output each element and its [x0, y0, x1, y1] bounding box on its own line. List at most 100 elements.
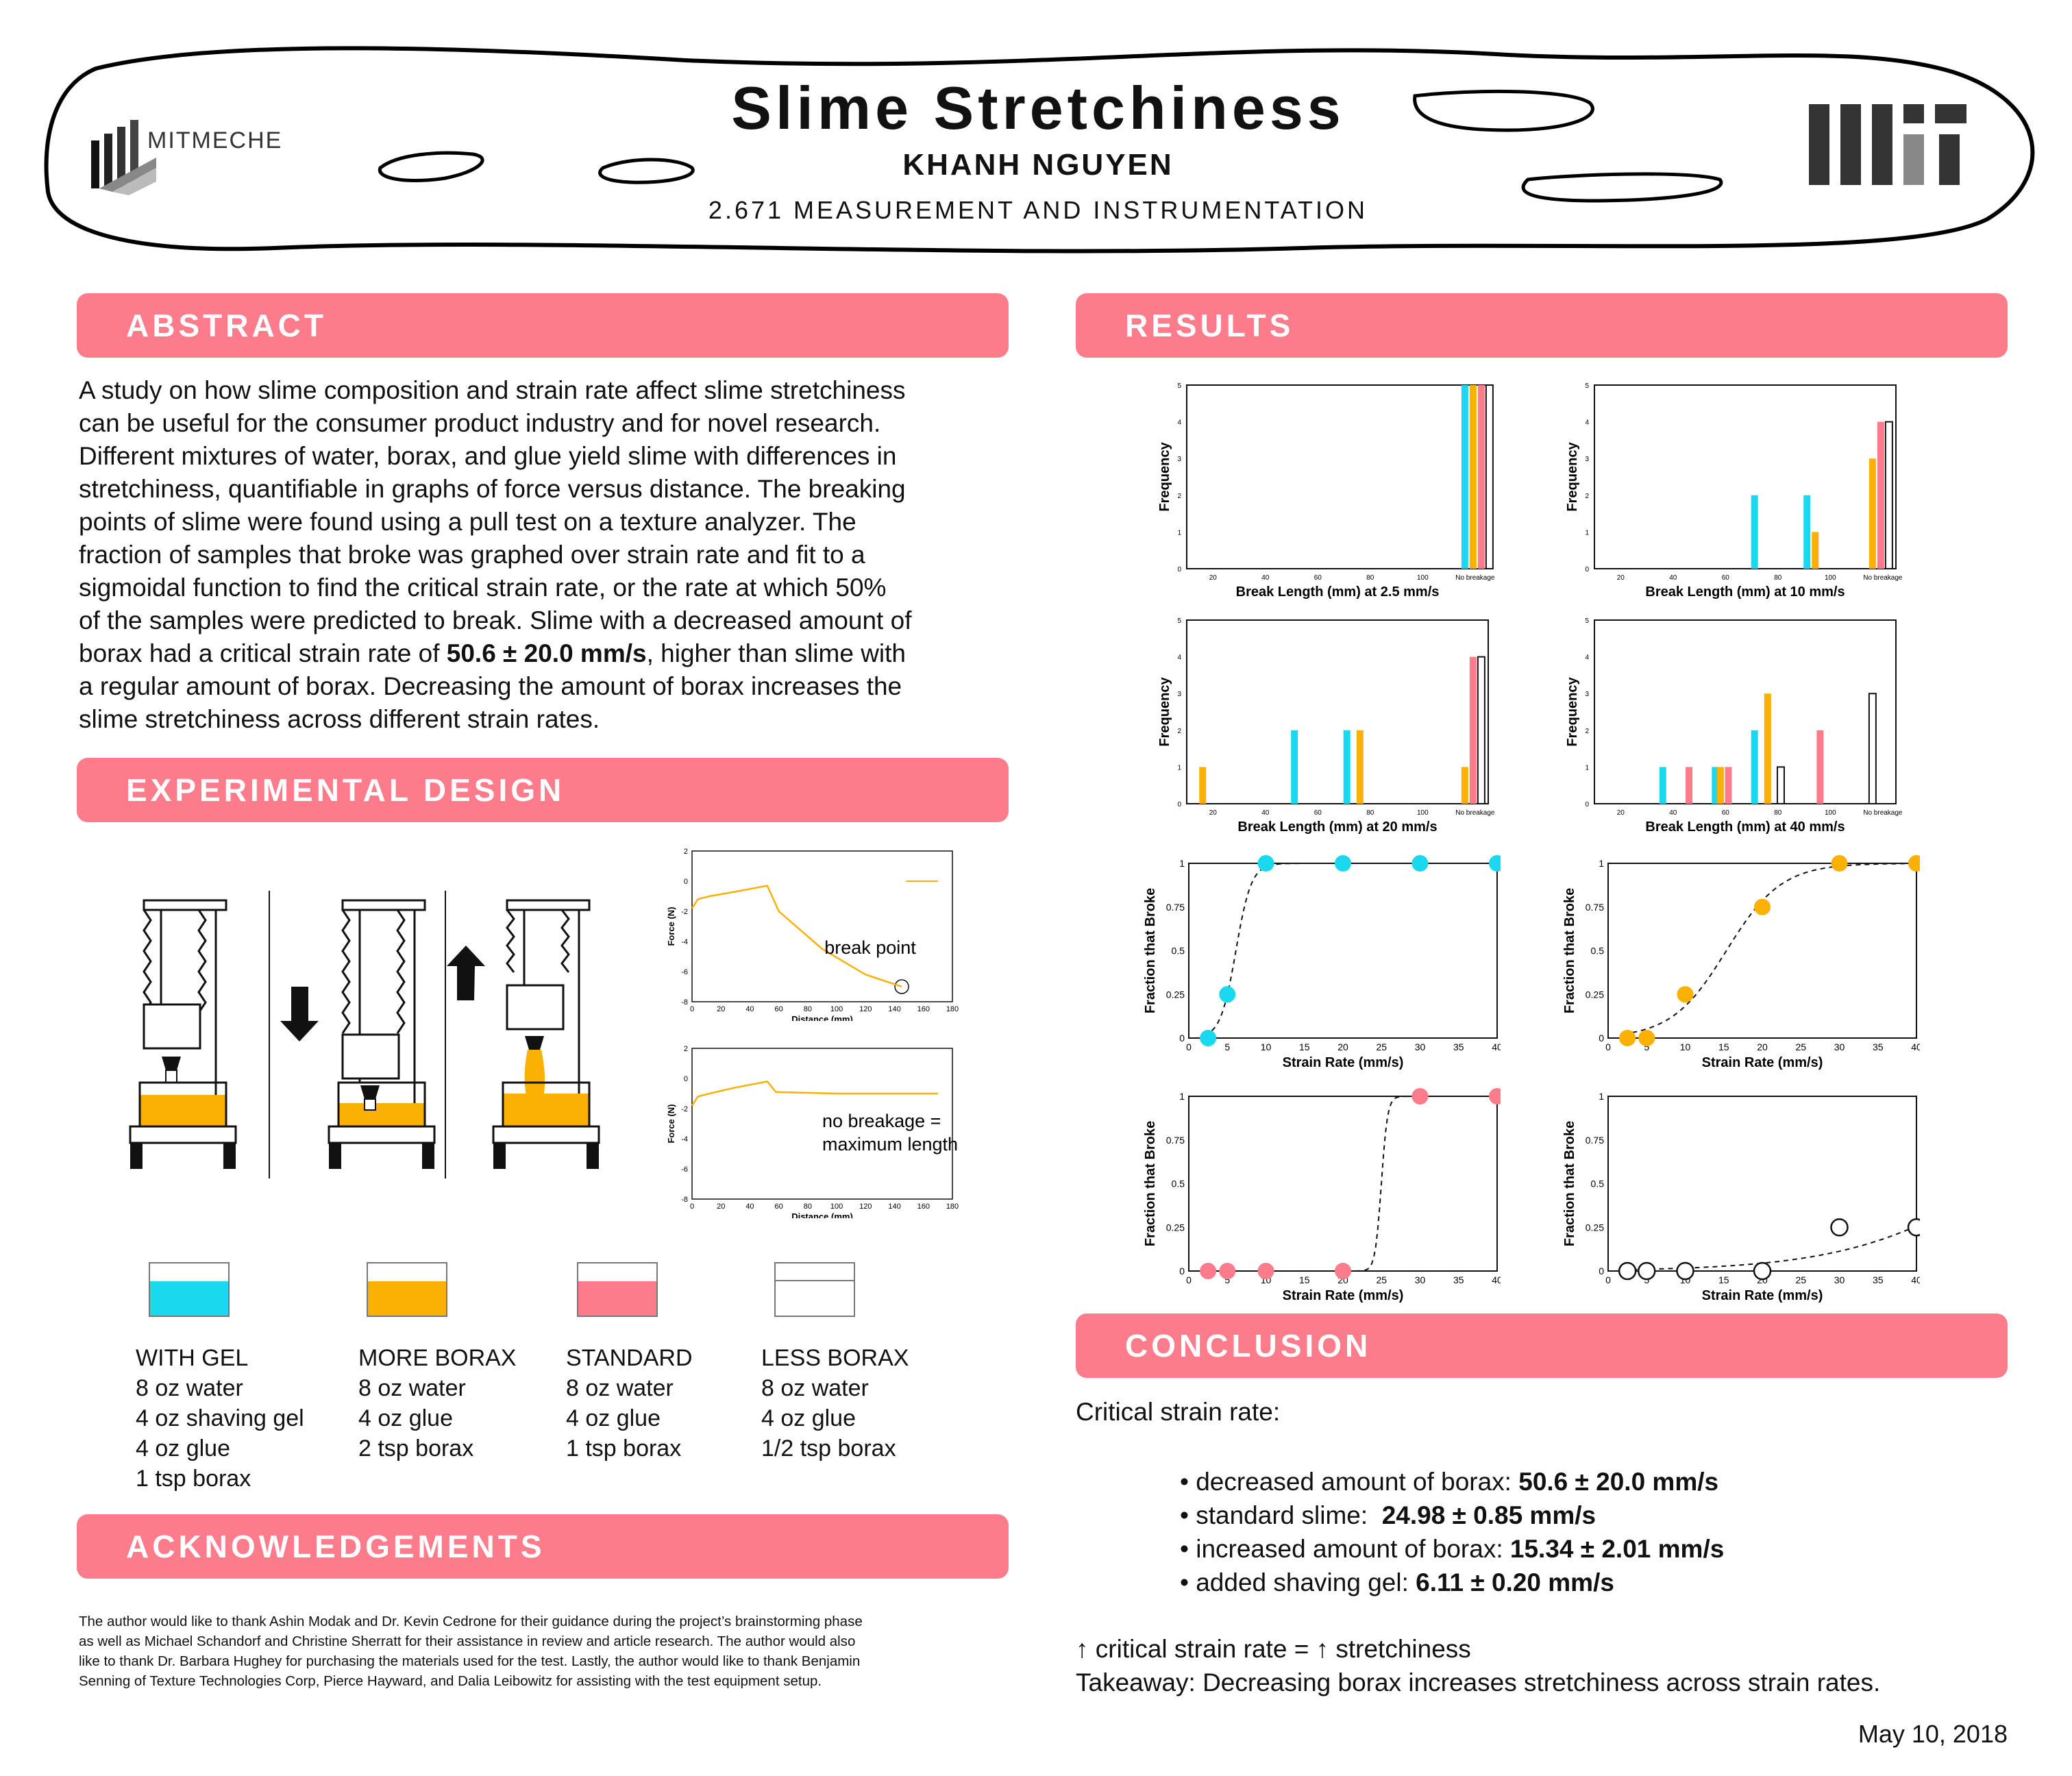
data-point [1676, 1261, 1694, 1281]
histogram-2-5-mms: 0 1 2 3 4 5 20 40 60 80 100 No breakage Break Length… [1157, 382, 1495, 600]
abstract-line: a regular amount of borax. Decreasing th… [79, 672, 902, 700]
conclusion-item-label: • decreased amount of borax: [1180, 1468, 1519, 1496]
swatch-less-borax [774, 1262, 855, 1317]
mixture-ingredient: 1 tsp borax [566, 1435, 682, 1462]
histogram-40-mms: 0 1 2 3 4 5 20 40 60 80 100 No breakage Break Length… [1565, 617, 1903, 835]
poster-course: 2.671 MEASUREMENT AND INSTRUMENTATION [708, 196, 1368, 224]
data-point [1753, 1261, 1772, 1281]
y-tick-label: 0.75 [1166, 902, 1185, 913]
plot-frame [1607, 1096, 1917, 1272]
histogram-bar [1812, 532, 1819, 569]
histogram-bar [1764, 693, 1771, 804]
x-axis-label: Break Length (mm) at 2.5 mm/s [1236, 584, 1440, 600]
y-tick-label: 3 [1177, 456, 1181, 463]
y-axis-label: Frequency [1157, 677, 1172, 747]
conclusion-item-label: • increased amount of borax: [1180, 1535, 1510, 1563]
x-tick-label: 40 [1261, 574, 1270, 582]
histogram-bar [1712, 767, 1719, 804]
histogram-bar [1477, 385, 1485, 569]
swatch-standard [577, 1262, 658, 1317]
x-tick-label: 180 [946, 1202, 959, 1211]
mixture-ingredient: 4 oz glue [358, 1405, 453, 1431]
histogram-10-mms: 0 1 2 3 4 5 20 40 60 80 100 No breakage Break Length… [1565, 382, 1903, 600]
x-tick-label: 30 [1415, 1274, 1426, 1285]
swatch-fill [150, 1281, 228, 1316]
ack-line: like to thank Dr. Barbara Hughey for pur… [79, 1653, 861, 1669]
x-tick-label: 25 [1795, 1274, 1806, 1285]
y-tick-label: 1 [1585, 764, 1589, 772]
x-axis-label: Break Length (mm) at 20 mm/s [1237, 819, 1437, 835]
force-distance-plot-nobreak: 20-2-4-6-80 20 40 60 80 100 120 140 160 180Distan… [666, 1045, 959, 1218]
y-tick-label: 0 [1599, 1033, 1604, 1044]
poster-date: May 10, 2018 [1858, 1720, 2008, 1748]
histogram-bar [1803, 495, 1811, 569]
x-axis-label: Strain Rate (mm/s) [1702, 1055, 1823, 1070]
sigmoid-fit-curve [1623, 1225, 1917, 1270]
x-tick-label: 15 [1299, 1274, 1310, 1285]
x-tick-label: 20 [1617, 574, 1625, 582]
y-tick-label: -8 [681, 998, 688, 1007]
data-point [1257, 1263, 1274, 1279]
y-tick-label: 2 [1177, 493, 1181, 500]
y-tick-label: -8 [681, 1196, 688, 1204]
histogram-bar [1199, 767, 1207, 804]
mixture-ingredient: 1/2 tsp borax [761, 1435, 896, 1462]
abstract-banner: ABSTRACT [77, 293, 1009, 358]
data-point [1489, 855, 1501, 872]
x-tick-label: 80 [1366, 809, 1374, 817]
x-tick-label: 20 [1757, 1041, 1768, 1052]
sigmoid-fit-curve [1204, 863, 1497, 1036]
x-tick-label: 15 [1299, 1041, 1310, 1052]
plot-frame [1186, 619, 1489, 804]
mixture-standard: STANDARD 8 oz water 4 oz glue 1 tsp bora… [566, 1343, 693, 1464]
y-tick-label: 4 [1585, 654, 1589, 662]
histogram-bar [1485, 384, 1494, 569]
histogram-bar [1751, 730, 1758, 804]
y-tick-label: 1 [1599, 1091, 1604, 1102]
y-axis-label: Force (N) [666, 1104, 676, 1143]
abstract-line: can be useful for the consumer product i… [79, 409, 881, 437]
x-tick-label: 40 [1669, 574, 1677, 582]
x-tick-label: 60 [1314, 809, 1322, 817]
data-point [1335, 1263, 1351, 1279]
y-tick-label: 0.25 [1166, 1222, 1185, 1233]
abstract-critical-rate: 50.6 ± 20.0 mm/s [446, 639, 647, 667]
break-point-marker [894, 979, 909, 994]
histogram-bar [1751, 495, 1758, 569]
y-tick-label: 0 [1585, 566, 1589, 574]
data-point [1411, 855, 1429, 872]
mixture-more-borax: MORE BORAX 8 oz water 4 oz glue 2 tsp bo… [358, 1343, 516, 1464]
texture-analyzer-diagram [129, 891, 600, 1179]
conclusion-item-value: 6.11 ± 0.20 mm/s [1416, 1568, 1614, 1596]
x-tick-label: 80 [1774, 809, 1782, 817]
data-point [1219, 986, 1236, 1003]
mixture-ingredient: 4 oz shaving gel [136, 1405, 304, 1431]
mitmeche-logo-text: MITMECHE [147, 127, 283, 153]
data-point [1907, 1218, 1920, 1237]
mixture-name: MORE BORAX [358, 1345, 517, 1371]
plot-frame [691, 850, 953, 1002]
y-tick-label: -6 [681, 968, 688, 976]
mixture-ingredient: 1 tsp borax [136, 1466, 251, 1492]
abstract-line: slime stretchiness across different stra… [79, 705, 600, 733]
plot-frame [1607, 863, 1917, 1039]
histogram-bar [1659, 767, 1666, 804]
x-tick-label: 60 [775, 1202, 783, 1211]
header-blob [44, 46, 2035, 254]
swatch-more-borax [367, 1262, 447, 1317]
mit-logo-icon [1809, 104, 1966, 185]
x-tick-label: 80 [1774, 574, 1782, 582]
x-tick-label: 120 [859, 1202, 872, 1211]
x-tick-label: 20 [1209, 574, 1218, 582]
x-tick-label: No breakage [1455, 809, 1495, 817]
conclusion-item: • decreased amount of borax: 50.6 ± 20.0… [1180, 1465, 1724, 1498]
poster-author: KHANH NGUYEN [902, 148, 1174, 182]
mixture-ingredient: 4 oz glue [566, 1405, 661, 1431]
y-tick-label: 3 [1177, 691, 1181, 698]
up-arrow-icon [447, 946, 485, 1000]
x-tick-label: 60 [775, 1005, 783, 1013]
x-tick-label: 25 [1795, 1041, 1806, 1052]
y-tick-label: 0.5 [1172, 1179, 1185, 1189]
